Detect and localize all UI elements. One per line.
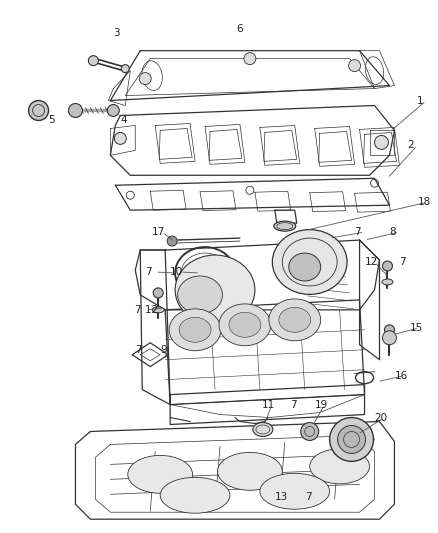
Circle shape [385,325,395,335]
Text: 7: 7 [145,267,152,277]
Text: 8: 8 [389,227,396,237]
Ellipse shape [175,255,255,325]
Ellipse shape [179,317,211,342]
Text: 7: 7 [290,400,297,409]
Text: 6: 6 [236,24,243,34]
Text: 16: 16 [395,370,408,381]
Circle shape [88,55,99,66]
Text: 1: 1 [417,95,423,106]
Ellipse shape [253,423,273,437]
Ellipse shape [289,253,321,281]
Ellipse shape [279,308,311,332]
Text: 20: 20 [374,413,388,423]
Circle shape [68,103,82,117]
Text: 7 12: 7 12 [135,305,159,315]
Circle shape [28,101,49,120]
Text: 18: 18 [417,197,431,207]
Text: 7: 7 [305,492,311,502]
Circle shape [121,64,129,72]
Circle shape [107,104,119,117]
Circle shape [382,331,396,345]
Circle shape [338,425,366,454]
Ellipse shape [260,473,330,509]
Ellipse shape [218,453,283,490]
Ellipse shape [269,299,321,341]
Ellipse shape [169,309,221,351]
Text: 2: 2 [407,140,414,150]
Ellipse shape [272,230,347,294]
Ellipse shape [219,304,271,346]
Text: 7: 7 [399,257,406,267]
Circle shape [301,423,319,440]
Circle shape [330,417,374,462]
Text: 11: 11 [262,400,275,409]
Text: 4: 4 [120,116,127,125]
Text: 12: 12 [364,257,378,267]
Ellipse shape [274,221,296,231]
Circle shape [244,53,256,64]
Ellipse shape [178,276,223,314]
Text: 13: 13 [275,492,288,502]
Ellipse shape [160,478,230,513]
Text: 9: 9 [160,345,167,355]
Circle shape [382,261,392,271]
Ellipse shape [310,449,370,484]
Text: 7: 7 [355,227,361,237]
Circle shape [114,132,126,144]
Ellipse shape [229,312,261,337]
Text: 19: 19 [314,400,328,409]
Circle shape [374,135,389,149]
Text: 10: 10 [170,267,183,277]
Circle shape [349,60,360,71]
Text: 7: 7 [135,345,142,355]
Text: 5: 5 [49,116,55,125]
Text: 17: 17 [152,227,166,237]
Circle shape [167,236,177,246]
Ellipse shape [382,279,393,285]
Ellipse shape [152,307,164,313]
Text: 15: 15 [410,323,423,333]
Circle shape [139,72,151,85]
Ellipse shape [128,455,193,493]
Text: 3: 3 [113,28,120,38]
Circle shape [153,288,163,298]
